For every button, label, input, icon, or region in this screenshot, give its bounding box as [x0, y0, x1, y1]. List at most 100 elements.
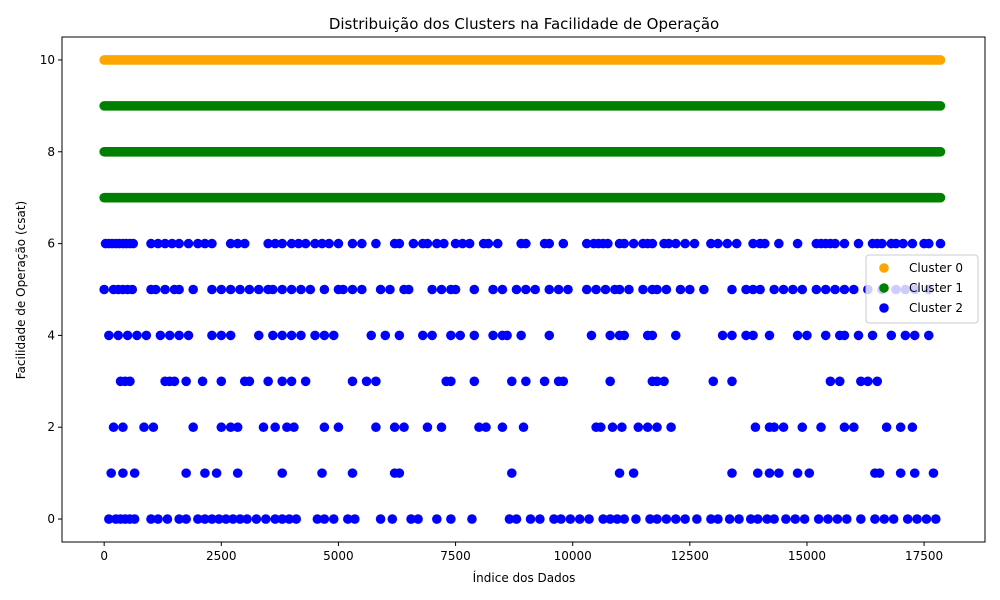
scatter-point [645, 514, 655, 524]
scatter-point [530, 284, 541, 295]
scatter-point [277, 376, 288, 387]
scatter-point [446, 376, 456, 387]
scatter-point [881, 422, 892, 433]
scatter-point [661, 514, 672, 524]
scatter-point [591, 284, 601, 295]
scatter-point [792, 468, 803, 478]
scatter-point [907, 422, 918, 433]
scatter-point [931, 514, 941, 524]
scatter-point [457, 238, 468, 249]
scatter-point [741, 284, 751, 295]
scatter-point [474, 422, 484, 433]
scatter-point [174, 238, 184, 249]
scatter-point [450, 284, 461, 295]
scatter-point [928, 468, 939, 478]
scatter-point [778, 284, 789, 295]
scatter-point [408, 238, 419, 249]
scatter-point [167, 238, 177, 249]
scatter-point [286, 330, 297, 341]
scatter-point [713, 514, 723, 524]
scatter-point [553, 284, 564, 295]
scatter-point [556, 514, 566, 524]
scatter-point [118, 468, 128, 478]
scatter-point [446, 514, 456, 524]
scatter-point [663, 238, 674, 249]
scatter-point [317, 238, 327, 249]
scatter-point [371, 376, 381, 387]
x-tick-label: 2500 [206, 549, 237, 563]
scatter-point [872, 376, 883, 387]
scatter-point [160, 238, 170, 249]
scatter-point [225, 238, 236, 249]
scatter-point [333, 422, 344, 433]
scatter-point [394, 330, 405, 341]
scatter-point [670, 238, 681, 249]
scatter-point [228, 514, 238, 524]
scatter-point [200, 468, 210, 478]
scatter-point [394, 238, 405, 249]
scatter-point [544, 284, 555, 295]
scatter-point [891, 238, 901, 249]
scatter-point [357, 284, 367, 295]
scatter-point [839, 238, 850, 249]
scatter-point [129, 468, 140, 478]
y-tick-label: 0 [47, 512, 55, 526]
scatter-point [319, 422, 330, 433]
scatter-point [403, 284, 414, 295]
scatter-point [619, 330, 630, 341]
scatter-point [128, 238, 139, 249]
scatter-point [521, 284, 531, 295]
scatter-point [296, 284, 306, 295]
scatter-point [207, 284, 217, 295]
scatter-point [244, 284, 255, 295]
legend-label: Cluster 0 [909, 261, 963, 275]
scatter-point [263, 238, 273, 249]
scatter-point [603, 238, 613, 249]
scatter-point [748, 330, 758, 341]
scatter-point [605, 376, 615, 387]
scatter-point [305, 284, 316, 295]
scatter-point [774, 468, 784, 478]
scatter-point [706, 514, 716, 524]
scatter-point [200, 238, 210, 249]
scatter-point [162, 514, 173, 524]
scatter-point [146, 238, 156, 249]
scatter-point [277, 468, 288, 478]
scatter-point [797, 422, 808, 433]
scatter-point [193, 514, 203, 524]
scatter-point [581, 238, 592, 249]
scatter-point [446, 330, 456, 341]
scatter-point [174, 284, 184, 295]
scatter-point [469, 330, 480, 341]
legend-marker [879, 303, 889, 313]
scatter-point [439, 238, 449, 249]
x-axis-label: Índice dos Dados [473, 570, 576, 585]
chart-title: Distribuição dos Clusters na Facilidade … [329, 15, 719, 33]
scatter-point [169, 376, 180, 387]
scatter-point [544, 238, 555, 249]
scatter-point [371, 422, 381, 433]
scatter-point [347, 238, 358, 249]
scatter-point [277, 284, 288, 295]
scatter-point [841, 514, 852, 524]
scatter-point [832, 514, 843, 524]
scatter-point [731, 238, 742, 249]
scatter-point [870, 514, 880, 524]
scatter-point [856, 376, 866, 387]
scatter-point [565, 514, 576, 524]
scatter-point [853, 330, 864, 341]
scatter-point [488, 330, 498, 341]
scatter-point [895, 468, 906, 478]
scatter-point [706, 238, 716, 249]
series-2 [99, 238, 946, 524]
scatter-point [539, 376, 550, 387]
scatter-point [614, 284, 625, 295]
scatter-point [535, 514, 545, 524]
scatter-point [450, 238, 461, 249]
scatter-point [724, 514, 735, 524]
scatter-point [239, 238, 250, 249]
scatter-point [497, 284, 508, 295]
scatter-point [652, 376, 662, 387]
scatter-point [670, 330, 681, 341]
scatter-point [436, 284, 447, 295]
